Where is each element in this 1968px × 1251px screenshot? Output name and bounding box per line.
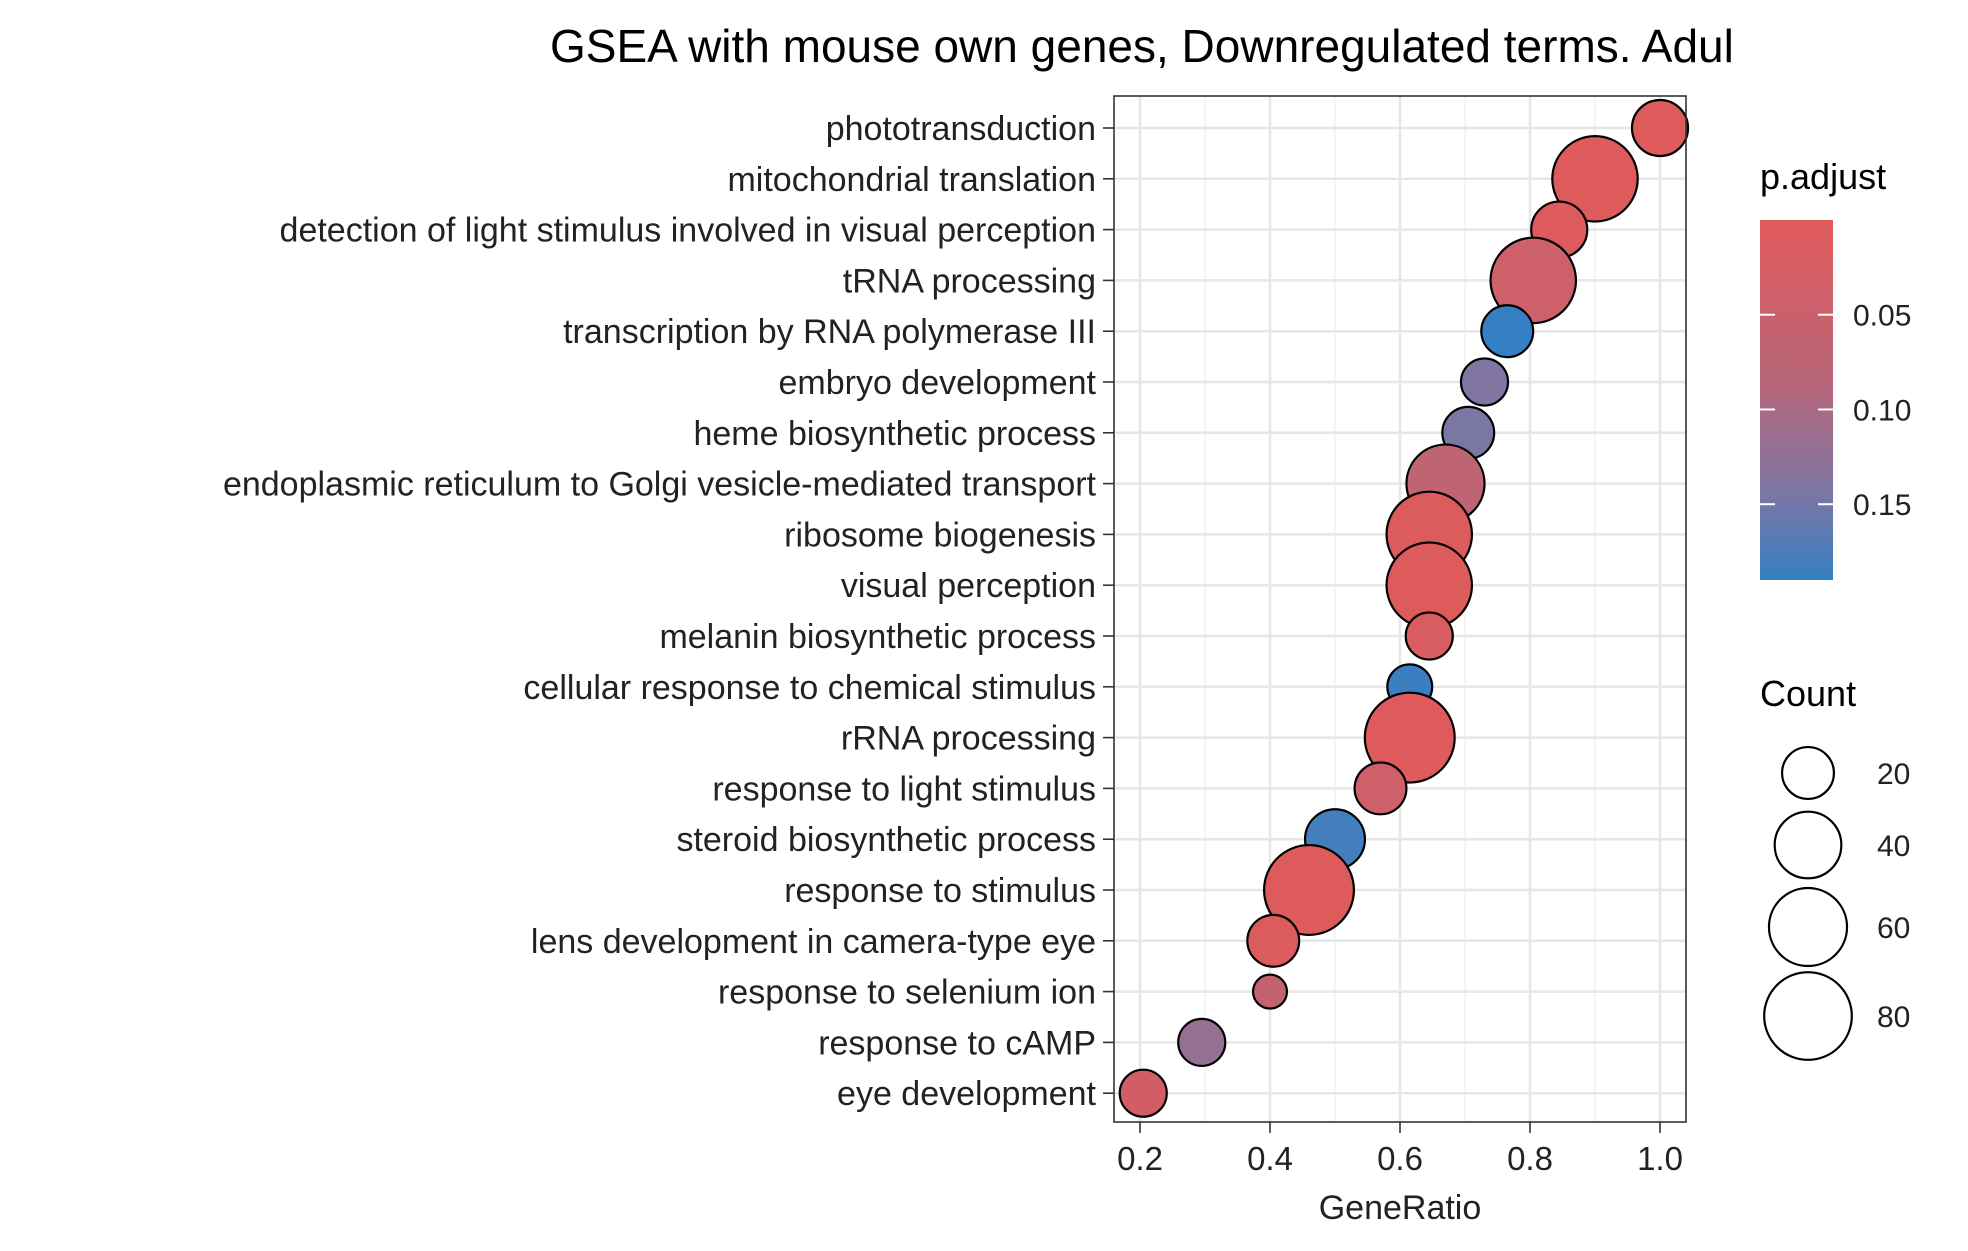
legend-size-label: 40: [1877, 830, 1910, 863]
data-point: [1246, 913, 1301, 968]
y-tick-label: cellular response to chemical stimulus: [523, 669, 1096, 707]
y-tick-label: ribosome biogenesis: [784, 516, 1096, 554]
y-tick-label: eye development: [837, 1075, 1097, 1113]
legend-color-bar: [1760, 220, 1833, 580]
x-axis: 0.2 0.4 0.6 0.8 1.0: [1117, 1122, 1683, 1177]
y-tick-label: response to selenium ion: [718, 974, 1096, 1012]
y-axis: phototransduction mitochondrial translati…: [223, 110, 1114, 1113]
x-tick-label: 0.6: [1377, 1140, 1423, 1177]
legend-color-tick-label: 0.10: [1853, 394, 1911, 427]
legend-color-ticks: 0.05 0.10 0.15: [1760, 300, 1911, 522]
y-tick-label: endoplasmic reticulum to Golgi vesicle-m…: [223, 466, 1097, 504]
data-point: [1551, 135, 1639, 223]
legend-color-tick-label: 0.05: [1853, 300, 1911, 333]
legend-size-circle: [1767, 886, 1849, 968]
y-tick-label: response to stimulus: [784, 872, 1096, 910]
y-tick-label: mitochondrial translation: [727, 161, 1096, 199]
legend-size-circle: [1763, 971, 1853, 1061]
y-tick-label: visual perception: [841, 567, 1096, 605]
legend-color-tick-label: 0.15: [1853, 489, 1911, 522]
y-tick-label: steroid biosynthetic process: [676, 821, 1096, 859]
data-point: [1480, 304, 1535, 359]
legend-size-label: 60: [1877, 912, 1910, 945]
x-tick-label: 0.4: [1247, 1140, 1293, 1177]
y-tick-label: detection of light stimulus involved in …: [280, 212, 1096, 250]
y-tick-label: rRNA processing: [841, 720, 1096, 758]
legend-size-circle: [1780, 745, 1836, 801]
y-tick-label: response to light stimulus: [712, 770, 1096, 808]
y-tick-label: heme biosynthetic process: [693, 415, 1096, 453]
y-tick-label: embryo development: [778, 364, 1096, 402]
data-points: [1118, 98, 1690, 1118]
y-tick-label: lens development in camera-type eye: [531, 923, 1096, 961]
data-point: [1177, 1017, 1227, 1068]
legend-size-items: 20 40 60 80: [1763, 745, 1910, 1061]
data-point: [1363, 691, 1456, 784]
legend-size-label: 20: [1877, 758, 1910, 791]
data-point: [1630, 98, 1690, 158]
legend-color-title: p.adjust: [1760, 156, 1886, 197]
y-tick-label: tRNA processing: [843, 262, 1096, 300]
x-tick-label: 0.2: [1117, 1140, 1163, 1177]
y-tick-label: response to cAMP: [818, 1024, 1096, 1062]
x-tick-label: 0.8: [1507, 1140, 1553, 1177]
legend-size-circle: [1773, 810, 1843, 880]
data-point: [1251, 973, 1289, 1010]
data-point: [1459, 357, 1510, 407]
legend-size-title: Count: [1760, 673, 1856, 714]
data-point: [1404, 611, 1454, 661]
grid-lines: [1114, 96, 1686, 1122]
data-point: [1118, 1068, 1168, 1118]
y-tick-label: melanin biosynthetic process: [659, 618, 1096, 656]
legend-size-label: 80: [1877, 1001, 1910, 1034]
data-point: [1489, 236, 1578, 325]
y-tick-label: transcription by RNA polymerase III: [563, 313, 1096, 351]
x-axis-title: GeneRatio: [1319, 1189, 1482, 1227]
data-point: [1262, 843, 1356, 937]
chart-title: GSEA with mouse own genes, Downregulated…: [550, 20, 1734, 72]
data-point: [1353, 761, 1408, 816]
x-tick-label: 1.0: [1637, 1140, 1683, 1177]
y-tick-label: phototransduction: [826, 110, 1096, 148]
